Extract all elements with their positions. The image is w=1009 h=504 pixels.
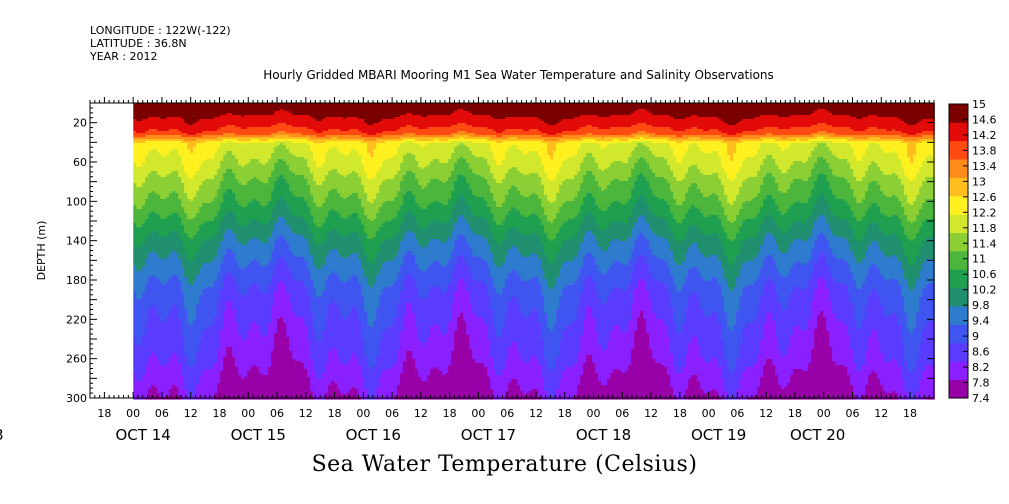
colorbar-swatch	[949, 232, 968, 252]
x-hour-label: 06	[270, 407, 284, 420]
y-tick-label: 60	[73, 156, 87, 169]
x-hour-label: 12	[299, 407, 313, 420]
x-hour-label: 18	[328, 407, 342, 420]
colorbar-label: 11.8	[972, 222, 997, 235]
y-tick-label: 220	[66, 313, 87, 326]
colorbar-title: Sea Water Temperature (Celsius)	[0, 452, 1009, 477]
x-hour-label: 12	[874, 407, 888, 420]
colorbar: 15 14.6 14.2 13.8 13.4 13 12.6 12.2 11.8 11.4 11 10…	[948, 98, 997, 405]
colorbar-label: 11	[972, 253, 986, 266]
latitude-label: LATITUDE : 36.8N	[90, 37, 187, 50]
colorbar-label: 13	[972, 175, 986, 188]
x-hour-label: 00	[471, 407, 485, 420]
colorbar-swatch	[949, 361, 968, 381]
x-hour-label: 18	[97, 407, 111, 420]
colorbar-label: 12.2	[972, 206, 997, 219]
colorbar-swatch	[949, 140, 968, 160]
x-hour-label: 18	[443, 407, 457, 420]
colorbar-swatch	[949, 342, 968, 362]
colorbar-label: 9.8	[972, 299, 990, 312]
colorbar-label: 13.4	[972, 160, 997, 173]
colorbar-swatch	[949, 324, 968, 344]
colorbar-swatch	[949, 269, 968, 289]
no-data-region	[90, 103, 134, 398]
colorbar-swatch	[949, 177, 968, 197]
x-hour-label: 18	[903, 407, 917, 420]
x-date-label: OCT 14	[116, 426, 171, 444]
x-hour-label: 06	[155, 407, 169, 420]
y-axis-label: DEPTH (m)	[35, 221, 48, 281]
x-hour-label: 06	[500, 407, 514, 420]
colorbar-label: 8.6	[972, 346, 990, 359]
colorbar-label: 9.4	[972, 315, 990, 328]
year-label: YEAR : 2012	[90, 50, 158, 63]
y-tick-label: 260	[66, 353, 87, 366]
colorbar-swatch	[949, 306, 968, 325]
x-hour-label: 00	[702, 407, 716, 420]
x-hour-label: 06	[845, 407, 859, 420]
x-hour-label: 06	[385, 407, 399, 420]
colorbar-swatch	[949, 251, 968, 270]
colorbar-swatch	[949, 122, 968, 142]
x-hour-label: 06	[730, 407, 744, 420]
colorbar-label: 10.2	[972, 284, 997, 297]
y-tick-label: 20	[73, 117, 87, 130]
x-hour-label: 06	[615, 407, 629, 420]
x-hour-label: 12	[759, 407, 773, 420]
y-tick-label: 300	[66, 392, 87, 405]
colorbar-swatch	[949, 287, 968, 307]
x-hour-label: 00	[356, 407, 370, 420]
y-tick-label: 100	[66, 195, 87, 208]
x-axis: 18 00 06 12 18 00 06 12 18 00 06 12 18 00 06 12 18 00 06 12…	[0, 97, 935, 444]
x-hour-label: 00	[126, 407, 140, 420]
x-hour-label: 00	[817, 407, 831, 420]
colorbar-frame	[948, 103, 969, 399]
colorbar-swatch	[949, 195, 968, 215]
x-date-label: OCT 19	[691, 426, 746, 444]
colorbar-label: 8.2	[972, 361, 990, 374]
x-hour-label: 00	[241, 407, 255, 420]
x-hour-label: 18	[558, 407, 572, 420]
x-date-label: OCT 17	[461, 426, 516, 444]
longitude-label: LONGITUDE : 122W(-122)	[90, 24, 231, 37]
colorbar-swatch	[949, 214, 968, 234]
x-hour-label: 18	[788, 407, 802, 420]
colorbar-label: 7.4	[972, 392, 990, 405]
x-hour-label: 12	[529, 407, 543, 420]
colorbar-label: 10.6	[972, 268, 997, 281]
x-date-label: OCT 16	[346, 426, 401, 444]
y-axis: 20 60 100 140 180 220 260 300 DEPTH (m)	[35, 102, 934, 405]
x-date-label: OCT 20	[790, 426, 845, 444]
x-hour-label: 18	[673, 407, 687, 420]
x-date-label: OCT 13	[0, 426, 4, 444]
colorbar-label: 7.8	[972, 377, 990, 390]
y-tick-label: 180	[66, 274, 87, 287]
colorbar-label: 14.2	[972, 129, 997, 142]
y-tick-label: 140	[66, 235, 87, 248]
colorbar-label: 12.6	[972, 191, 997, 204]
x-date-label: OCT 18	[576, 426, 631, 444]
colorbar-label: 15	[972, 98, 986, 111]
colorbar-label: 9	[972, 330, 979, 343]
x-hour-label: 00	[587, 407, 601, 420]
x-date-label: OCT 15	[231, 426, 286, 444]
colorbar-swatch	[949, 379, 968, 399]
colorbar-swatch	[949, 104, 968, 123]
heatmap-field	[133, 103, 935, 400]
x-hour-label: 18	[212, 407, 226, 420]
colorbar-label: 14.6	[972, 113, 997, 126]
colorbar-label: 11.4	[972, 237, 997, 250]
x-hour-label: 12	[414, 407, 428, 420]
chart-title: Hourly Gridded MBARI Mooring M1 Sea Wate…	[0, 68, 1009, 82]
x-hour-label: 12	[184, 407, 198, 420]
colorbar-label: 13.8	[972, 144, 997, 157]
colorbar-swatch	[949, 159, 968, 178]
x-hour-label: 12	[644, 407, 658, 420]
